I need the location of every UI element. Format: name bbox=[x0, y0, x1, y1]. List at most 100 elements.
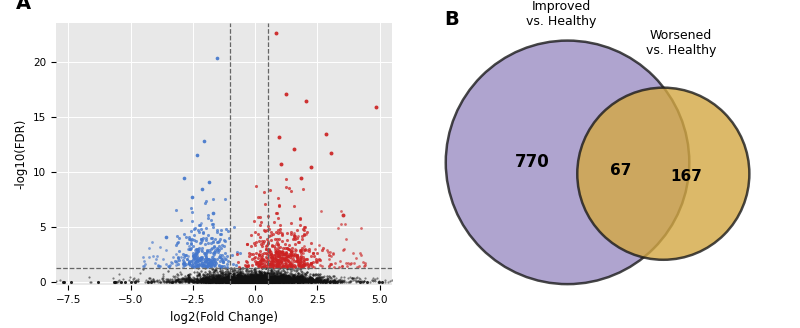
Point bbox=[278, 278, 291, 283]
Point bbox=[266, 271, 278, 276]
Point bbox=[207, 277, 220, 282]
Point bbox=[258, 279, 271, 284]
Point bbox=[275, 233, 288, 238]
Point bbox=[278, 278, 290, 283]
Point bbox=[156, 277, 169, 282]
Point bbox=[305, 253, 318, 258]
Point bbox=[347, 260, 360, 265]
Point bbox=[279, 279, 292, 284]
Point bbox=[237, 278, 250, 283]
Point bbox=[186, 195, 198, 200]
Point bbox=[274, 249, 287, 255]
Point bbox=[249, 278, 262, 283]
Point bbox=[147, 253, 160, 258]
Point bbox=[278, 276, 290, 281]
Point bbox=[234, 277, 246, 282]
Point bbox=[240, 267, 253, 273]
Point bbox=[244, 276, 257, 281]
Point bbox=[238, 273, 251, 278]
Point bbox=[206, 238, 219, 243]
Point bbox=[234, 277, 247, 283]
Point bbox=[247, 267, 260, 272]
Point bbox=[324, 279, 337, 285]
Point bbox=[297, 279, 310, 284]
Point bbox=[245, 275, 258, 280]
Point bbox=[315, 274, 328, 279]
Point bbox=[230, 274, 243, 279]
Point bbox=[302, 264, 314, 269]
Point bbox=[170, 271, 183, 277]
Point bbox=[255, 276, 268, 281]
Point bbox=[283, 279, 296, 284]
Point bbox=[202, 279, 214, 284]
Point bbox=[269, 273, 282, 278]
Point bbox=[298, 247, 311, 252]
Point bbox=[266, 255, 278, 260]
Point bbox=[255, 265, 268, 271]
Point bbox=[243, 275, 256, 280]
Point bbox=[161, 277, 174, 282]
Point bbox=[253, 268, 266, 273]
Point bbox=[258, 279, 271, 284]
Point bbox=[344, 275, 357, 280]
Point bbox=[181, 256, 194, 262]
Point bbox=[234, 272, 247, 277]
Point bbox=[209, 279, 222, 284]
Point bbox=[269, 278, 282, 283]
Point bbox=[258, 269, 270, 275]
Point bbox=[254, 241, 267, 247]
Point bbox=[262, 276, 274, 281]
Point bbox=[224, 278, 237, 283]
Point bbox=[222, 273, 235, 278]
Point bbox=[237, 278, 250, 283]
Point bbox=[235, 277, 248, 282]
Point bbox=[191, 248, 204, 253]
Point bbox=[274, 276, 286, 281]
Point bbox=[200, 263, 213, 268]
Point bbox=[198, 277, 211, 282]
Point bbox=[302, 262, 314, 267]
Point bbox=[280, 276, 293, 281]
Point bbox=[238, 279, 251, 284]
Point bbox=[275, 275, 288, 280]
Point bbox=[323, 278, 336, 284]
Point bbox=[269, 253, 282, 258]
Point bbox=[266, 279, 278, 284]
Point bbox=[222, 277, 234, 283]
Point bbox=[328, 279, 341, 285]
Point bbox=[258, 272, 271, 277]
Point bbox=[262, 278, 274, 283]
Point bbox=[282, 278, 295, 284]
Point bbox=[265, 278, 278, 284]
Point bbox=[246, 279, 259, 284]
Point bbox=[258, 277, 270, 282]
Point bbox=[214, 264, 227, 269]
Point bbox=[242, 277, 254, 283]
Point bbox=[198, 258, 211, 263]
Point bbox=[237, 277, 250, 282]
Point bbox=[188, 253, 201, 258]
Point bbox=[169, 276, 182, 281]
Point bbox=[230, 278, 243, 283]
Point bbox=[181, 273, 194, 278]
Point bbox=[282, 276, 294, 281]
Point bbox=[160, 279, 173, 284]
Point bbox=[258, 275, 271, 280]
Point bbox=[286, 279, 298, 284]
Point bbox=[249, 276, 262, 281]
Point bbox=[222, 271, 235, 276]
Point bbox=[266, 278, 278, 283]
Point bbox=[296, 279, 309, 284]
Point bbox=[194, 279, 206, 284]
Point bbox=[218, 279, 230, 284]
Point bbox=[252, 279, 265, 284]
Point bbox=[332, 264, 345, 269]
Point bbox=[232, 276, 245, 281]
Point bbox=[157, 274, 170, 279]
Point bbox=[238, 277, 251, 282]
Point bbox=[246, 277, 259, 283]
Point bbox=[250, 276, 263, 281]
Point bbox=[287, 278, 300, 284]
Point bbox=[283, 277, 296, 283]
Point bbox=[221, 277, 234, 282]
